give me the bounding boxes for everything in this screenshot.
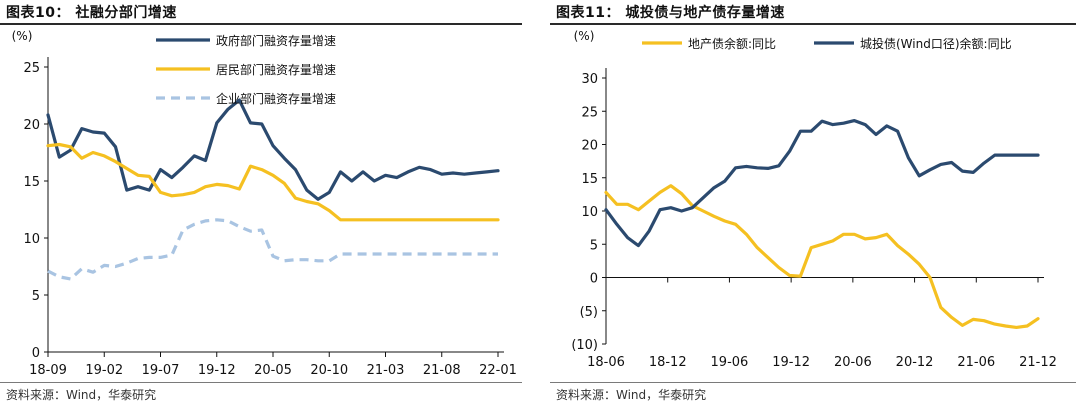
x-tick-label: 18-12 [649, 355, 687, 370]
legend-label: 城投债(Wind口径)余额:同比 [860, 36, 1012, 51]
legend-label: 居民部门融资存量增速 [216, 62, 336, 77]
y-tick-label: 25 [23, 61, 40, 76]
y-tick-label: 20 [23, 118, 40, 133]
x-tick-label: 18-06 [587, 355, 625, 370]
x-tick-label: 20-05 [254, 363, 292, 378]
y-unit-label: (%) [12, 29, 33, 43]
y-tick-label: 15 [23, 175, 40, 190]
series-line-2 [604, 118, 1040, 248]
y-tick-label: 30 [581, 72, 598, 87]
chart-panel-right: 图表11： 城投债与地产债存量增速 (%) (10) (5) 0 5 10 15 20 25 30… [550, 0, 1080, 407]
source-note: 资料来源：Wind，华泰研究 [556, 388, 707, 402]
series-line-3 [47, 218, 498, 281]
y-tick-label: 20 [581, 139, 598, 154]
x-tick-label: 19-12 [772, 355, 810, 370]
series-line-1 [604, 184, 1040, 329]
y-tick-label: 0 [590, 272, 598, 287]
x-tick-label: 19-02 [85, 363, 123, 378]
y-tick-label: (5) [580, 305, 598, 320]
line-chart: (%) 0 5 10 15 20 25 18-09 19-02 19-07 19-12 20-05 20… [12, 29, 517, 378]
series-line-1 [46, 98, 500, 201]
source-note: 资料来源：Wind，华泰研究 [6, 388, 157, 402]
title-divider [550, 23, 1076, 25]
y-tick-label: 10 [581, 205, 598, 220]
y-tick-label: 5 [590, 238, 598, 253]
x-tick-label: 21-08 [423, 363, 461, 378]
source-divider [550, 382, 1076, 383]
legend-label: 政府部门融资存量增速 [216, 33, 336, 48]
x-tick-label: 21-06 [957, 355, 995, 370]
source-divider [0, 382, 522, 383]
x-tick-label: 21-03 [367, 363, 405, 378]
x-tick-label: 20-10 [310, 363, 348, 378]
y-tick-label: (10) [571, 338, 598, 353]
series-line-2 [46, 142, 500, 222]
y-tick-label: 25 [581, 105, 598, 120]
chart-title: 图表11： 城投债与地产债存量增速 [556, 5, 785, 21]
chart-panel-left: 图表10： 社融分部门增速 (%) 0 5 10 15 20 25 18-09 19-02 19-… [0, 0, 530, 407]
legend-label: 地产债余额:同比 [688, 36, 776, 51]
y-tick-label: 5 [32, 289, 40, 304]
x-tick-label: 19-12 [198, 363, 236, 378]
x-tick-label: 20-12 [896, 355, 934, 370]
x-tick-label: 18-09 [29, 363, 67, 378]
title-divider [0, 23, 522, 25]
x-tick-label: 19-07 [142, 363, 180, 378]
x-tick-label: 19-06 [711, 355, 749, 370]
x-tick-label: 20-06 [834, 355, 872, 370]
x-tick-label: 21-12 [1019, 355, 1057, 370]
y-unit-label: (%) [574, 29, 595, 43]
y-tick-label: 15 [581, 172, 598, 187]
y-tick-label: 0 [32, 346, 40, 361]
x-tick-label: 22-01 [479, 363, 517, 378]
line-chart: (%) (10) (5) 0 5 10 15 20 25 30 18-06 18-12 19-06 19-… [571, 29, 1057, 370]
y-tick-label: 10 [23, 232, 40, 247]
legend-label: 企业部门融资存量增速 [216, 91, 336, 106]
chart-title: 图表10： 社融分部门增速 [6, 5, 177, 21]
